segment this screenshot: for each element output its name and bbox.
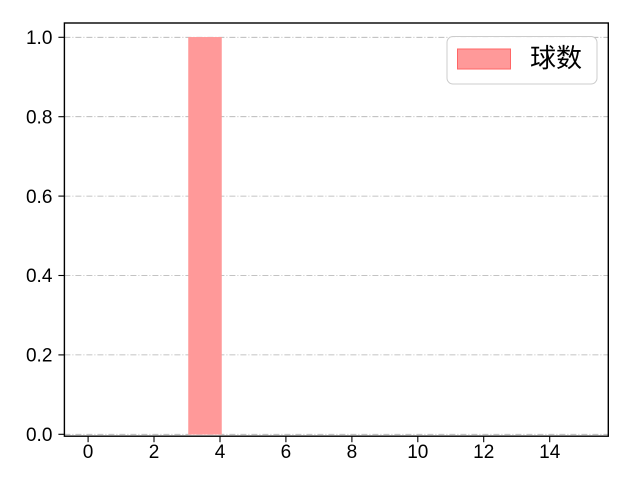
- svg-text:0.0: 0.0: [26, 425, 52, 446]
- svg-text:1.0: 1.0: [26, 28, 52, 49]
- svg-text:2: 2: [149, 442, 160, 463]
- svg-text:6: 6: [281, 442, 292, 463]
- svg-text:0.8: 0.8: [26, 107, 52, 128]
- svg-text:0.4: 0.4: [26, 266, 53, 287]
- svg-text:8: 8: [347, 442, 358, 463]
- svg-text:14: 14: [539, 442, 561, 463]
- svg-text:0: 0: [83, 442, 94, 463]
- svg-text:10: 10: [407, 442, 428, 463]
- svg-text:4: 4: [215, 442, 226, 463]
- svg-text:0.2: 0.2: [26, 346, 52, 367]
- svg-text:12: 12: [473, 442, 494, 463]
- svg-text:球数: 球数: [530, 43, 582, 73]
- svg-text:0.6: 0.6: [26, 187, 52, 208]
